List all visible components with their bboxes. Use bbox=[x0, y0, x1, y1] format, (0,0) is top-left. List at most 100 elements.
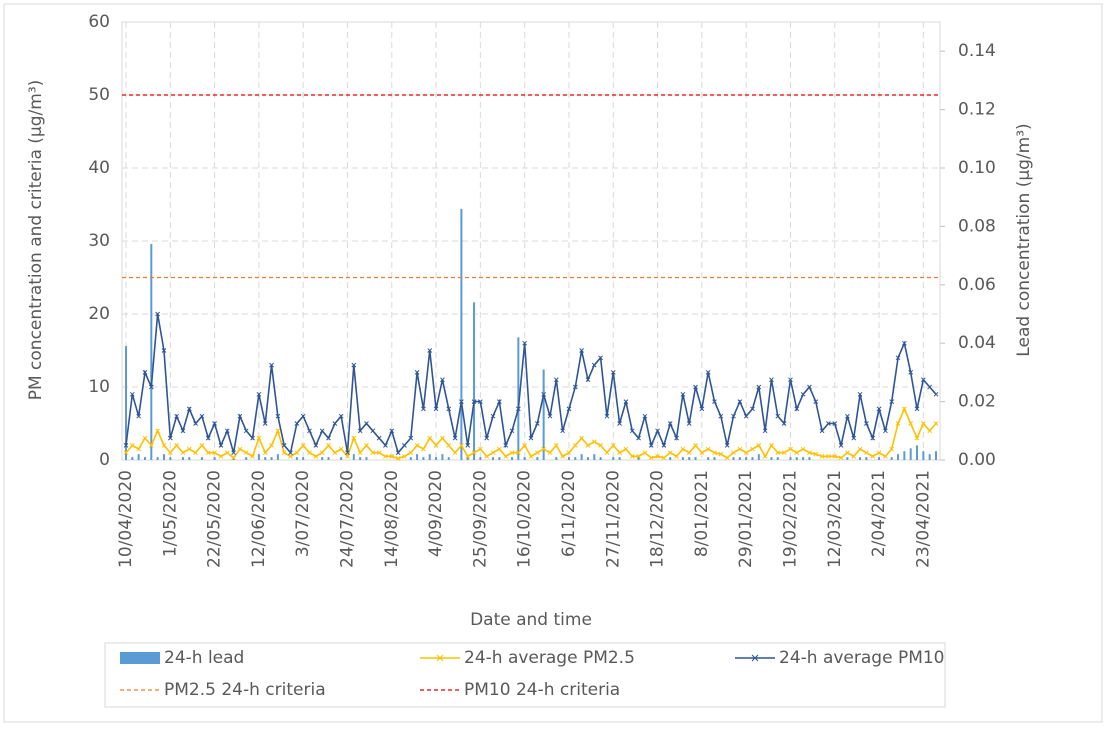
point bbox=[522, 340, 528, 346]
point bbox=[332, 421, 338, 426]
point bbox=[705, 370, 711, 375]
point bbox=[623, 446, 629, 452]
x-tick-label: 6/11/2020 bbox=[559, 470, 579, 557]
point bbox=[395, 456, 401, 461]
point bbox=[142, 435, 148, 441]
point bbox=[212, 421, 217, 426]
point bbox=[788, 377, 793, 383]
point bbox=[604, 413, 610, 419]
point bbox=[724, 455, 730, 461]
marks bbox=[122, 94, 940, 461]
point bbox=[674, 453, 679, 459]
point bbox=[224, 428, 230, 434]
point bbox=[307, 428, 312, 434]
point bbox=[807, 450, 812, 456]
legend-label: 24-h lead bbox=[164, 648, 244, 668]
x-tick-label: 27/11/2020 bbox=[603, 470, 623, 568]
x-tick-label: 12/03/2021 bbox=[825, 470, 845, 568]
point bbox=[326, 443, 331, 448]
point bbox=[699, 406, 705, 412]
point bbox=[750, 406, 755, 412]
point bbox=[737, 446, 743, 452]
bar bbox=[479, 457, 482, 460]
point bbox=[686, 421, 692, 426]
point bbox=[699, 450, 705, 456]
point bbox=[813, 451, 819, 457]
point bbox=[832, 453, 838, 459]
point bbox=[826, 453, 831, 459]
point bbox=[212, 450, 217, 456]
point bbox=[427, 348, 433, 353]
point bbox=[743, 413, 749, 419]
bar bbox=[169, 457, 172, 460]
point bbox=[148, 443, 154, 448]
point bbox=[667, 421, 673, 426]
y2-tick-label: 0.08 bbox=[958, 216, 996, 236]
point bbox=[313, 443, 319, 448]
bar bbox=[738, 457, 741, 460]
point bbox=[819, 453, 825, 459]
bar bbox=[916, 445, 919, 460]
point bbox=[364, 443, 369, 448]
bar bbox=[542, 369, 545, 460]
bar bbox=[441, 454, 444, 460]
bar bbox=[340, 457, 343, 460]
chart-border bbox=[3, 3, 1103, 723]
point bbox=[610, 370, 616, 375]
point bbox=[288, 450, 293, 456]
point bbox=[338, 413, 344, 419]
bar bbox=[637, 457, 640, 460]
point bbox=[902, 340, 907, 346]
point bbox=[294, 421, 300, 426]
bar bbox=[688, 457, 691, 460]
x-tick-label: 4/09/2020 bbox=[426, 470, 446, 557]
bar bbox=[143, 457, 146, 460]
point bbox=[161, 348, 167, 353]
bar bbox=[327, 457, 330, 460]
point bbox=[256, 435, 262, 441]
point bbox=[427, 435, 433, 441]
point bbox=[598, 443, 603, 448]
point bbox=[351, 362, 357, 368]
point bbox=[503, 453, 509, 459]
point bbox=[497, 446, 502, 452]
bar bbox=[498, 457, 501, 460]
point bbox=[908, 370, 914, 375]
bar bbox=[770, 457, 773, 460]
point bbox=[395, 450, 401, 456]
bar bbox=[523, 457, 526, 460]
point bbox=[421, 406, 426, 412]
point bbox=[927, 384, 933, 390]
y2-tick-label: 0.14 bbox=[958, 41, 996, 61]
y-tick-label: 20 bbox=[88, 304, 110, 324]
point bbox=[484, 435, 490, 441]
point bbox=[237, 446, 243, 452]
bar bbox=[365, 457, 368, 460]
point bbox=[870, 453, 876, 459]
point bbox=[788, 446, 793, 452]
bar bbox=[745, 457, 748, 460]
point bbox=[693, 384, 698, 390]
bar bbox=[447, 457, 450, 460]
point bbox=[357, 450, 363, 456]
point bbox=[528, 435, 534, 441]
point bbox=[775, 413, 781, 419]
bar bbox=[909, 448, 912, 460]
point bbox=[250, 435, 255, 441]
bar bbox=[795, 457, 798, 460]
point bbox=[579, 348, 584, 353]
point bbox=[636, 435, 641, 441]
point bbox=[845, 450, 850, 456]
bar bbox=[757, 454, 760, 460]
point bbox=[136, 413, 142, 419]
point bbox=[186, 446, 192, 452]
point bbox=[756, 384, 762, 390]
point bbox=[490, 450, 496, 456]
point bbox=[623, 399, 629, 404]
point bbox=[193, 421, 198, 426]
point bbox=[864, 421, 869, 426]
legend: 24-h lead 24-h average PM2.5 24-h average … bbox=[120, 648, 945, 700]
bar bbox=[846, 457, 849, 460]
point bbox=[902, 406, 907, 412]
point bbox=[269, 362, 274, 368]
